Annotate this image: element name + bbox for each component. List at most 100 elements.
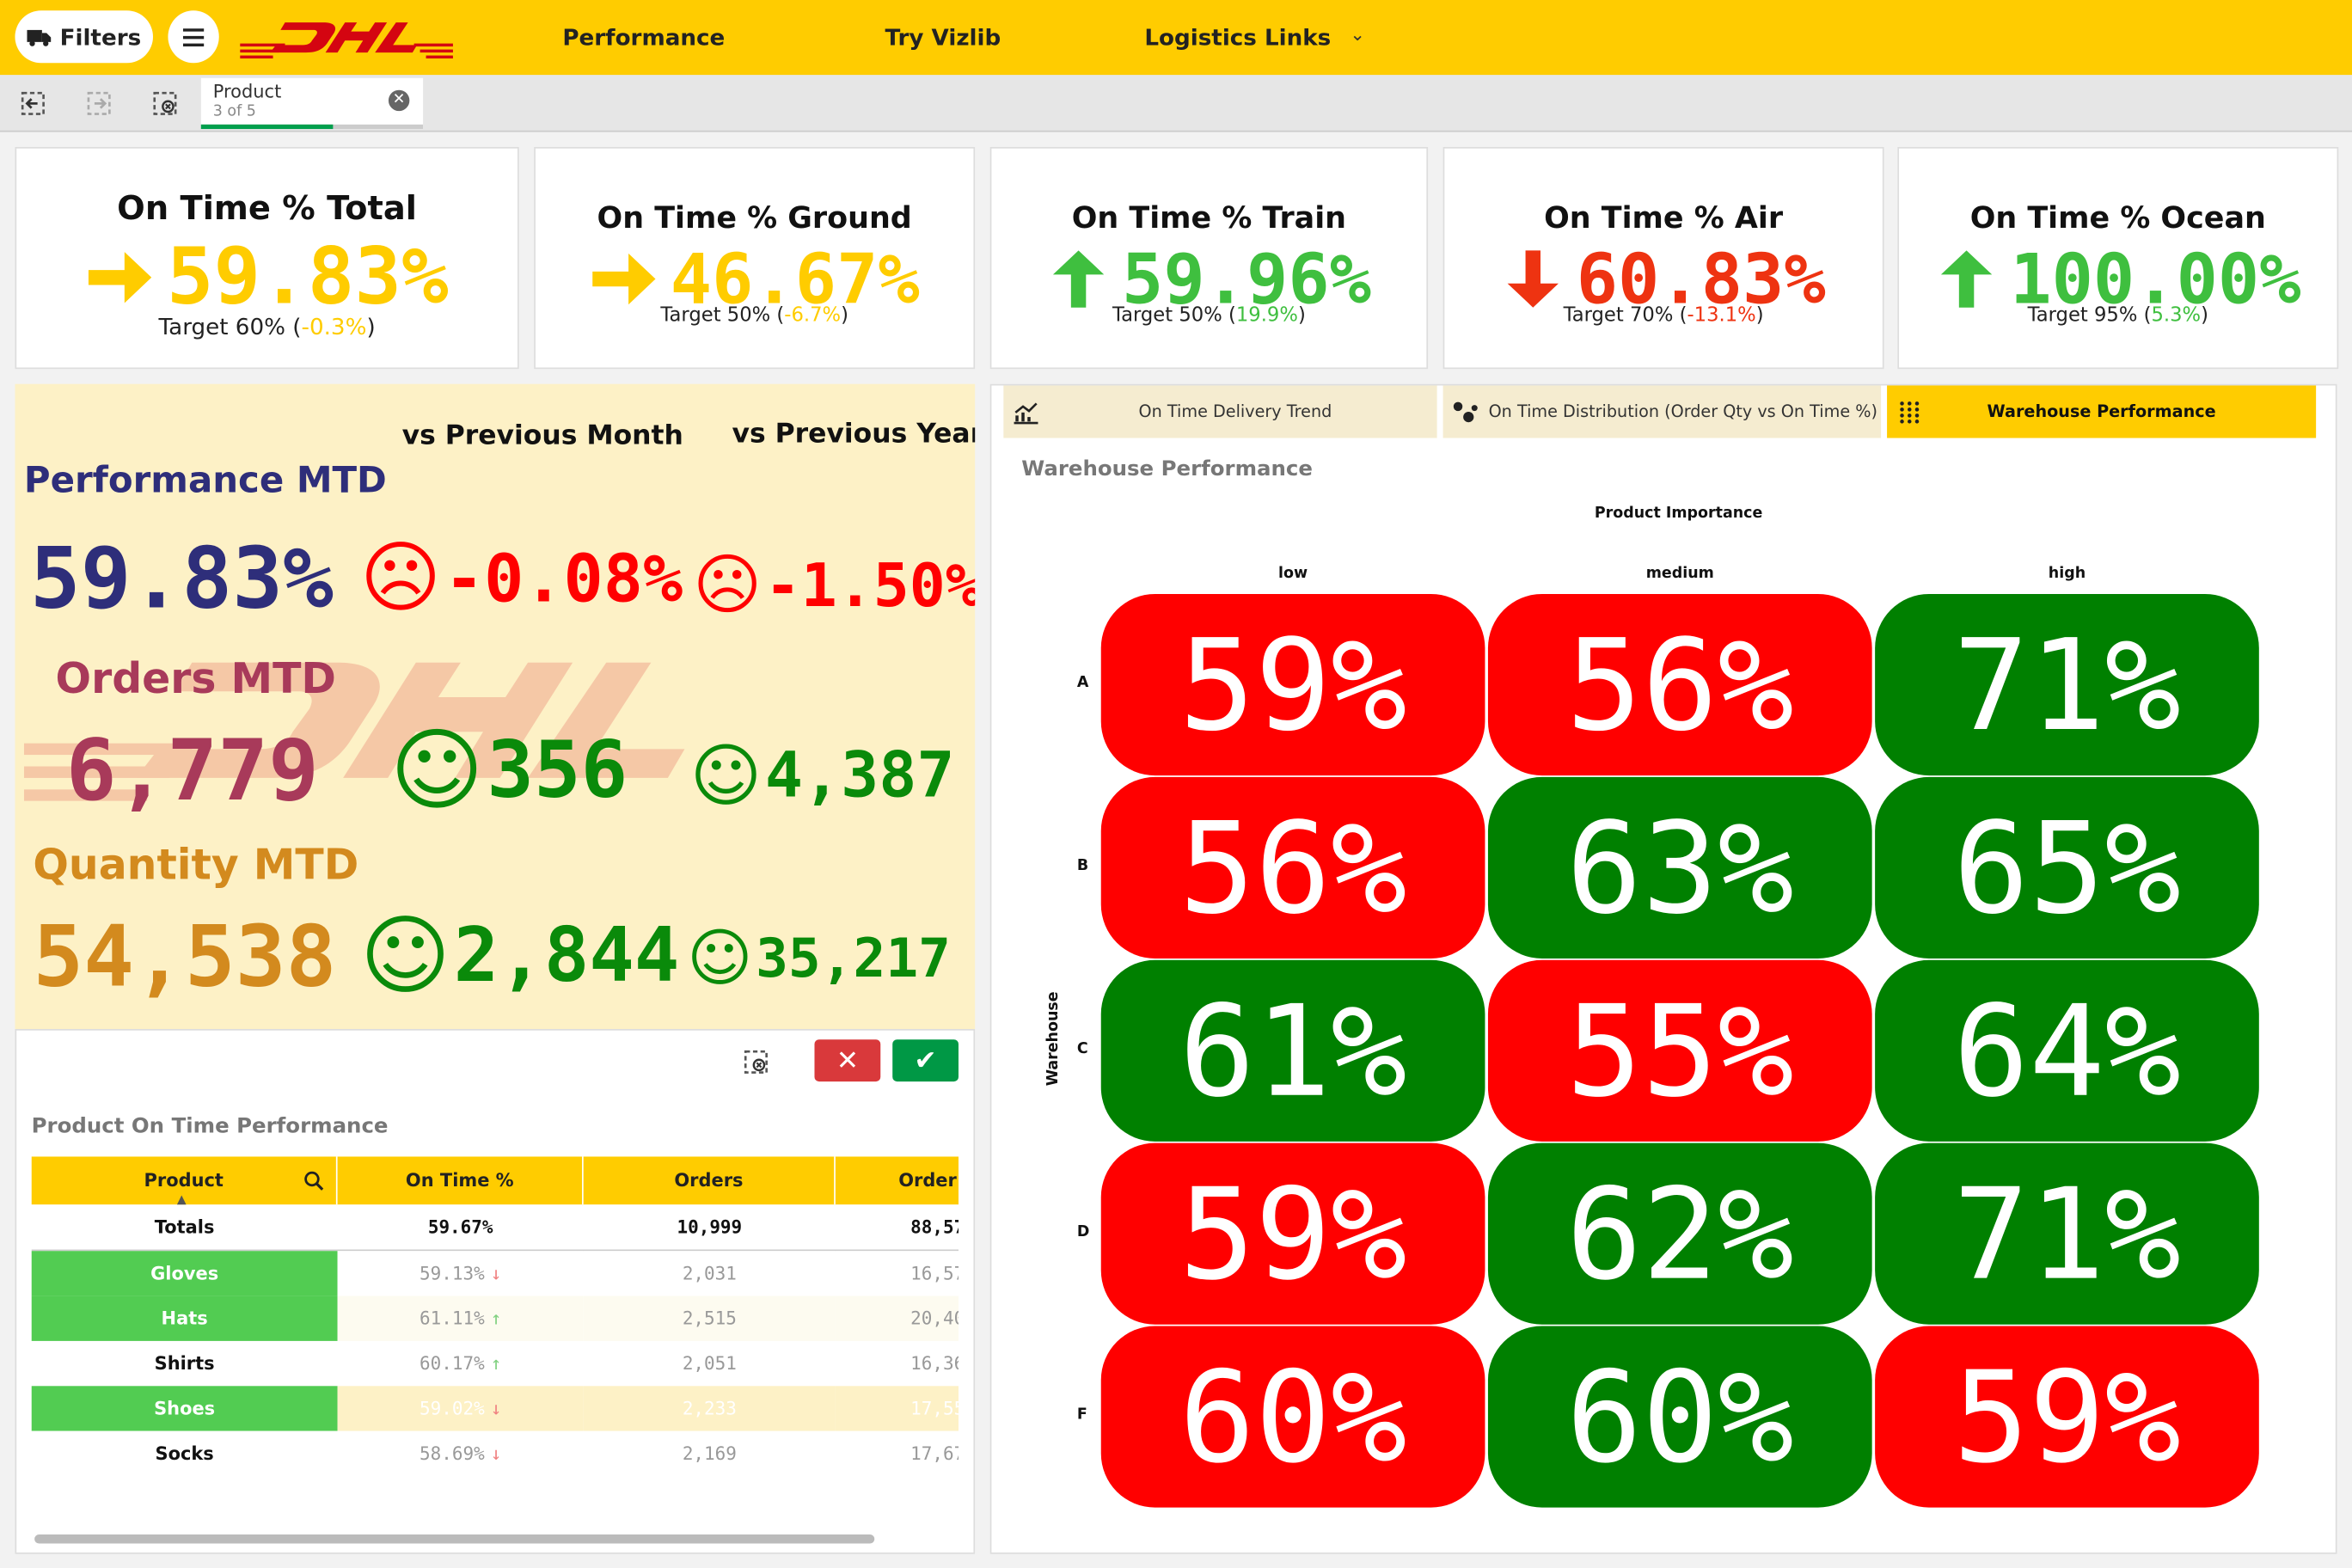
down-trend-icon: ↓	[490, 1263, 502, 1284]
totals-qty: 88,57	[836, 1204, 959, 1249]
happy-face-icon: ☺	[687, 921, 753, 995]
totals-label[interactable]: Totals	[32, 1204, 338, 1249]
tab-warehouse-performance[interactable]: Warehouse Performance	[1887, 385, 2317, 438]
qty-value: 17,55	[835, 1386, 959, 1431]
kpi-target-close: )	[2201, 304, 2208, 328]
step-forward-icon[interactable]	[85, 90, 112, 117]
kpi-card: On Time % Ground 46.67% Target 50% (-6.7%)	[534, 147, 976, 370]
orders-vs-month: ☺ 356	[390, 726, 628, 817]
header-order-qty[interactable]: Order Q	[835, 1156, 959, 1205]
kpi-card: On Time % Ocean 100.00% Target 95% (5.3%)	[1897, 147, 2339, 370]
scatter-icon	[1453, 401, 1478, 422]
product-table: Product ▲ On Time % Orders Order Q Total…	[31, 1156, 959, 1477]
performance-mtd-value: 59.83%	[29, 530, 334, 629]
qty-value: 20,40	[835, 1295, 959, 1341]
kpi-card: On Time % Total 59.83% Target 60% (-0.3%)	[15, 147, 519, 370]
quantity-mtd-label: Quantity MTD	[33, 840, 359, 890]
x-tick-label: medium	[1645, 565, 1714, 583]
totals-orders: 10,999	[584, 1204, 836, 1249]
tab-on-time-delivery-trend[interactable]: On Time Delivery Trend	[1003, 385, 1437, 438]
menu-button[interactable]	[168, 10, 219, 64]
kpi-title: On Time % Train	[1071, 199, 1347, 236]
header-product[interactable]: Product ▲	[31, 1156, 338, 1206]
heatmap-cell[interactable]: 65%	[1875, 776, 2259, 959]
totals-ontime: 59.67%	[338, 1204, 584, 1249]
performance-vs-year: ☹ -1.50%	[693, 552, 975, 621]
heatmap-cell[interactable]: 71%	[1875, 1142, 2259, 1325]
nav-logistics-links[interactable]: Logistics Links	[1144, 23, 1332, 52]
heatmap-cell[interactable]: 71%	[1875, 593, 2259, 776]
cell-text: 88,57	[910, 1216, 959, 1238]
nav-try-vizlib[interactable]: Try Vizlib	[885, 23, 1001, 52]
header-ontime[interactable]: On Time %	[337, 1156, 584, 1205]
ontime-value: 59.13% ↓	[337, 1251, 584, 1296]
line-chart-icon	[1014, 401, 1038, 424]
chevron-down-icon[interactable]: ⌄	[1350, 23, 1365, 46]
quantity-vs-month: ☺ 2,844	[360, 912, 680, 999]
heatmap-cell-label: 60%	[1565, 1343, 1794, 1491]
heatmap-cell[interactable]: 59%	[1875, 1326, 2259, 1508]
sad-face-icon: ☹	[693, 547, 763, 624]
heatmap-cell-label: 56%	[1179, 793, 1407, 941]
tab-on-time-distribution[interactable]: On Time Distribution (Order Qty vs On Ti…	[1442, 385, 1882, 438]
header-orders[interactable]: Orders	[583, 1156, 836, 1205]
step-back-icon[interactable]	[20, 90, 46, 117]
x-tick-label: high	[2048, 565, 2086, 583]
grid-icon	[1900, 401, 1920, 423]
cell-text: Hats	[161, 1308, 208, 1329]
dhl-logo	[240, 22, 453, 59]
orders-value: 2,051	[583, 1340, 836, 1387]
happy-face-icon: ☺	[359, 904, 451, 1007]
clear-selection-icon[interactable]: ✕	[388, 89, 410, 112]
product-name[interactable]: Shirts	[31, 1340, 338, 1387]
ontime-value: 59.02% ↓	[337, 1386, 584, 1431]
heatmap-cell[interactable]: 63%	[1487, 776, 1872, 959]
heatmap-cell-label: 59%	[1179, 611, 1407, 759]
happy-face-icon: ☺	[389, 718, 484, 824]
heatmap-cell[interactable]: 56%	[1487, 593, 1872, 776]
kpi-title: On Time % Ocean	[1969, 199, 2266, 236]
kpi-value: 59.96%	[1122, 238, 1371, 320]
clear-selection-icon[interactable]	[743, 1049, 769, 1075]
heatmap-cell[interactable]: 60%	[1487, 1326, 1872, 1508]
down-trend-icon: ↓	[490, 1442, 502, 1465]
right-arrow-icon	[86, 246, 155, 309]
kpi-title: On Time % Air	[1544, 199, 1784, 236]
product-name[interactable]: Hats	[31, 1295, 338, 1341]
product-name[interactable]: Shoes	[31, 1386, 338, 1431]
cell-text: Gloves	[150, 1263, 219, 1284]
y-tick-label: C	[1076, 1040, 1088, 1058]
kpi-title: On Time % Total	[117, 190, 417, 229]
kpi-value: 100.00%	[2010, 238, 2301, 320]
heatmap-cell[interactable]: 60%	[1100, 1326, 1485, 1508]
tab-label: Warehouse Performance	[1987, 401, 2216, 422]
product-selection-chip[interactable]: Product 3 of 5 ✕	[200, 77, 424, 130]
right-arrow-icon	[590, 248, 658, 310]
heatmap-cell[interactable]: 62%	[1487, 1142, 1872, 1325]
cell-text: 10,999	[677, 1216, 743, 1238]
cancel-selection-button[interactable]: ✕	[814, 1039, 881, 1082]
cell-text: 17,67	[910, 1442, 959, 1465]
kpi-delta: -0.3%	[301, 313, 367, 341]
heatmap-cell[interactable]: 59%	[1100, 593, 1485, 776]
product-name[interactable]: Socks	[31, 1430, 338, 1476]
filters-button[interactable]: Filters	[15, 10, 153, 64]
sad-face-icon: ☹	[359, 534, 442, 624]
orders-vs-year: ☺ 4,387	[690, 738, 955, 812]
down-trend-icon: ↓	[490, 1398, 502, 1419]
heatmap-cell-label: 63%	[1565, 793, 1794, 941]
tab-label: On Time Delivery Trend	[1138, 401, 1332, 422]
horizontal-scrollbar[interactable]	[34, 1534, 875, 1544]
heatmap-cell[interactable]: 59%	[1100, 1142, 1485, 1325]
nav-performance[interactable]: Performance	[562, 23, 726, 52]
cell-text: Totals	[154, 1216, 215, 1238]
heatmap-cell[interactable]: 56%	[1100, 776, 1485, 959]
confirm-selection-button[interactable]: ✔	[892, 1039, 959, 1082]
heatmap-cell[interactable]: 64%	[1875, 959, 2259, 1142]
heatmap-cell[interactable]: 61%	[1100, 959, 1485, 1142]
heatmap-cell[interactable]: 55%	[1487, 959, 1872, 1142]
clear-selections-icon[interactable]	[151, 90, 178, 117]
product-name[interactable]: Gloves	[31, 1251, 338, 1296]
search-icon[interactable]	[303, 1170, 324, 1191]
